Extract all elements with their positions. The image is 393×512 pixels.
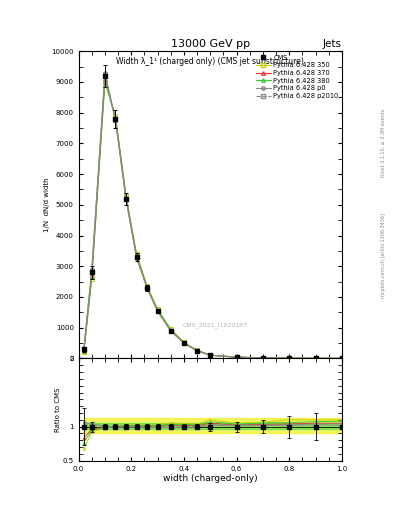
Text: CMS_2021_I1920187: CMS_2021_I1920187 xyxy=(183,322,248,328)
Text: mcplots.cern.ch [arXiv:1306.3436]: mcplots.cern.ch [arXiv:1306.3436] xyxy=(381,214,386,298)
Legend: CMS, Pythia 6.428 350, Pythia 6.428 370, Pythia 6.428 380, Pythia 6.428 p0, Pyth: CMS, Pythia 6.428 350, Pythia 6.428 370,… xyxy=(255,53,340,100)
Text: Width λ_1¹ (charged only) (CMS jet substructure): Width λ_1¹ (charged only) (CMS jet subst… xyxy=(116,57,304,67)
X-axis label: width (charged-only): width (charged-only) xyxy=(163,475,257,483)
Text: Jets: Jets xyxy=(323,38,342,49)
Text: Rivet 3.1.10, ≥ 3.3M events: Rivet 3.1.10, ≥ 3.3M events xyxy=(381,109,386,178)
Title: 13000 GeV pp: 13000 GeV pp xyxy=(171,39,250,49)
Y-axis label: 1/N  dN/d width: 1/N dN/d width xyxy=(44,178,50,232)
Y-axis label: Ratio to CMS: Ratio to CMS xyxy=(55,388,61,432)
